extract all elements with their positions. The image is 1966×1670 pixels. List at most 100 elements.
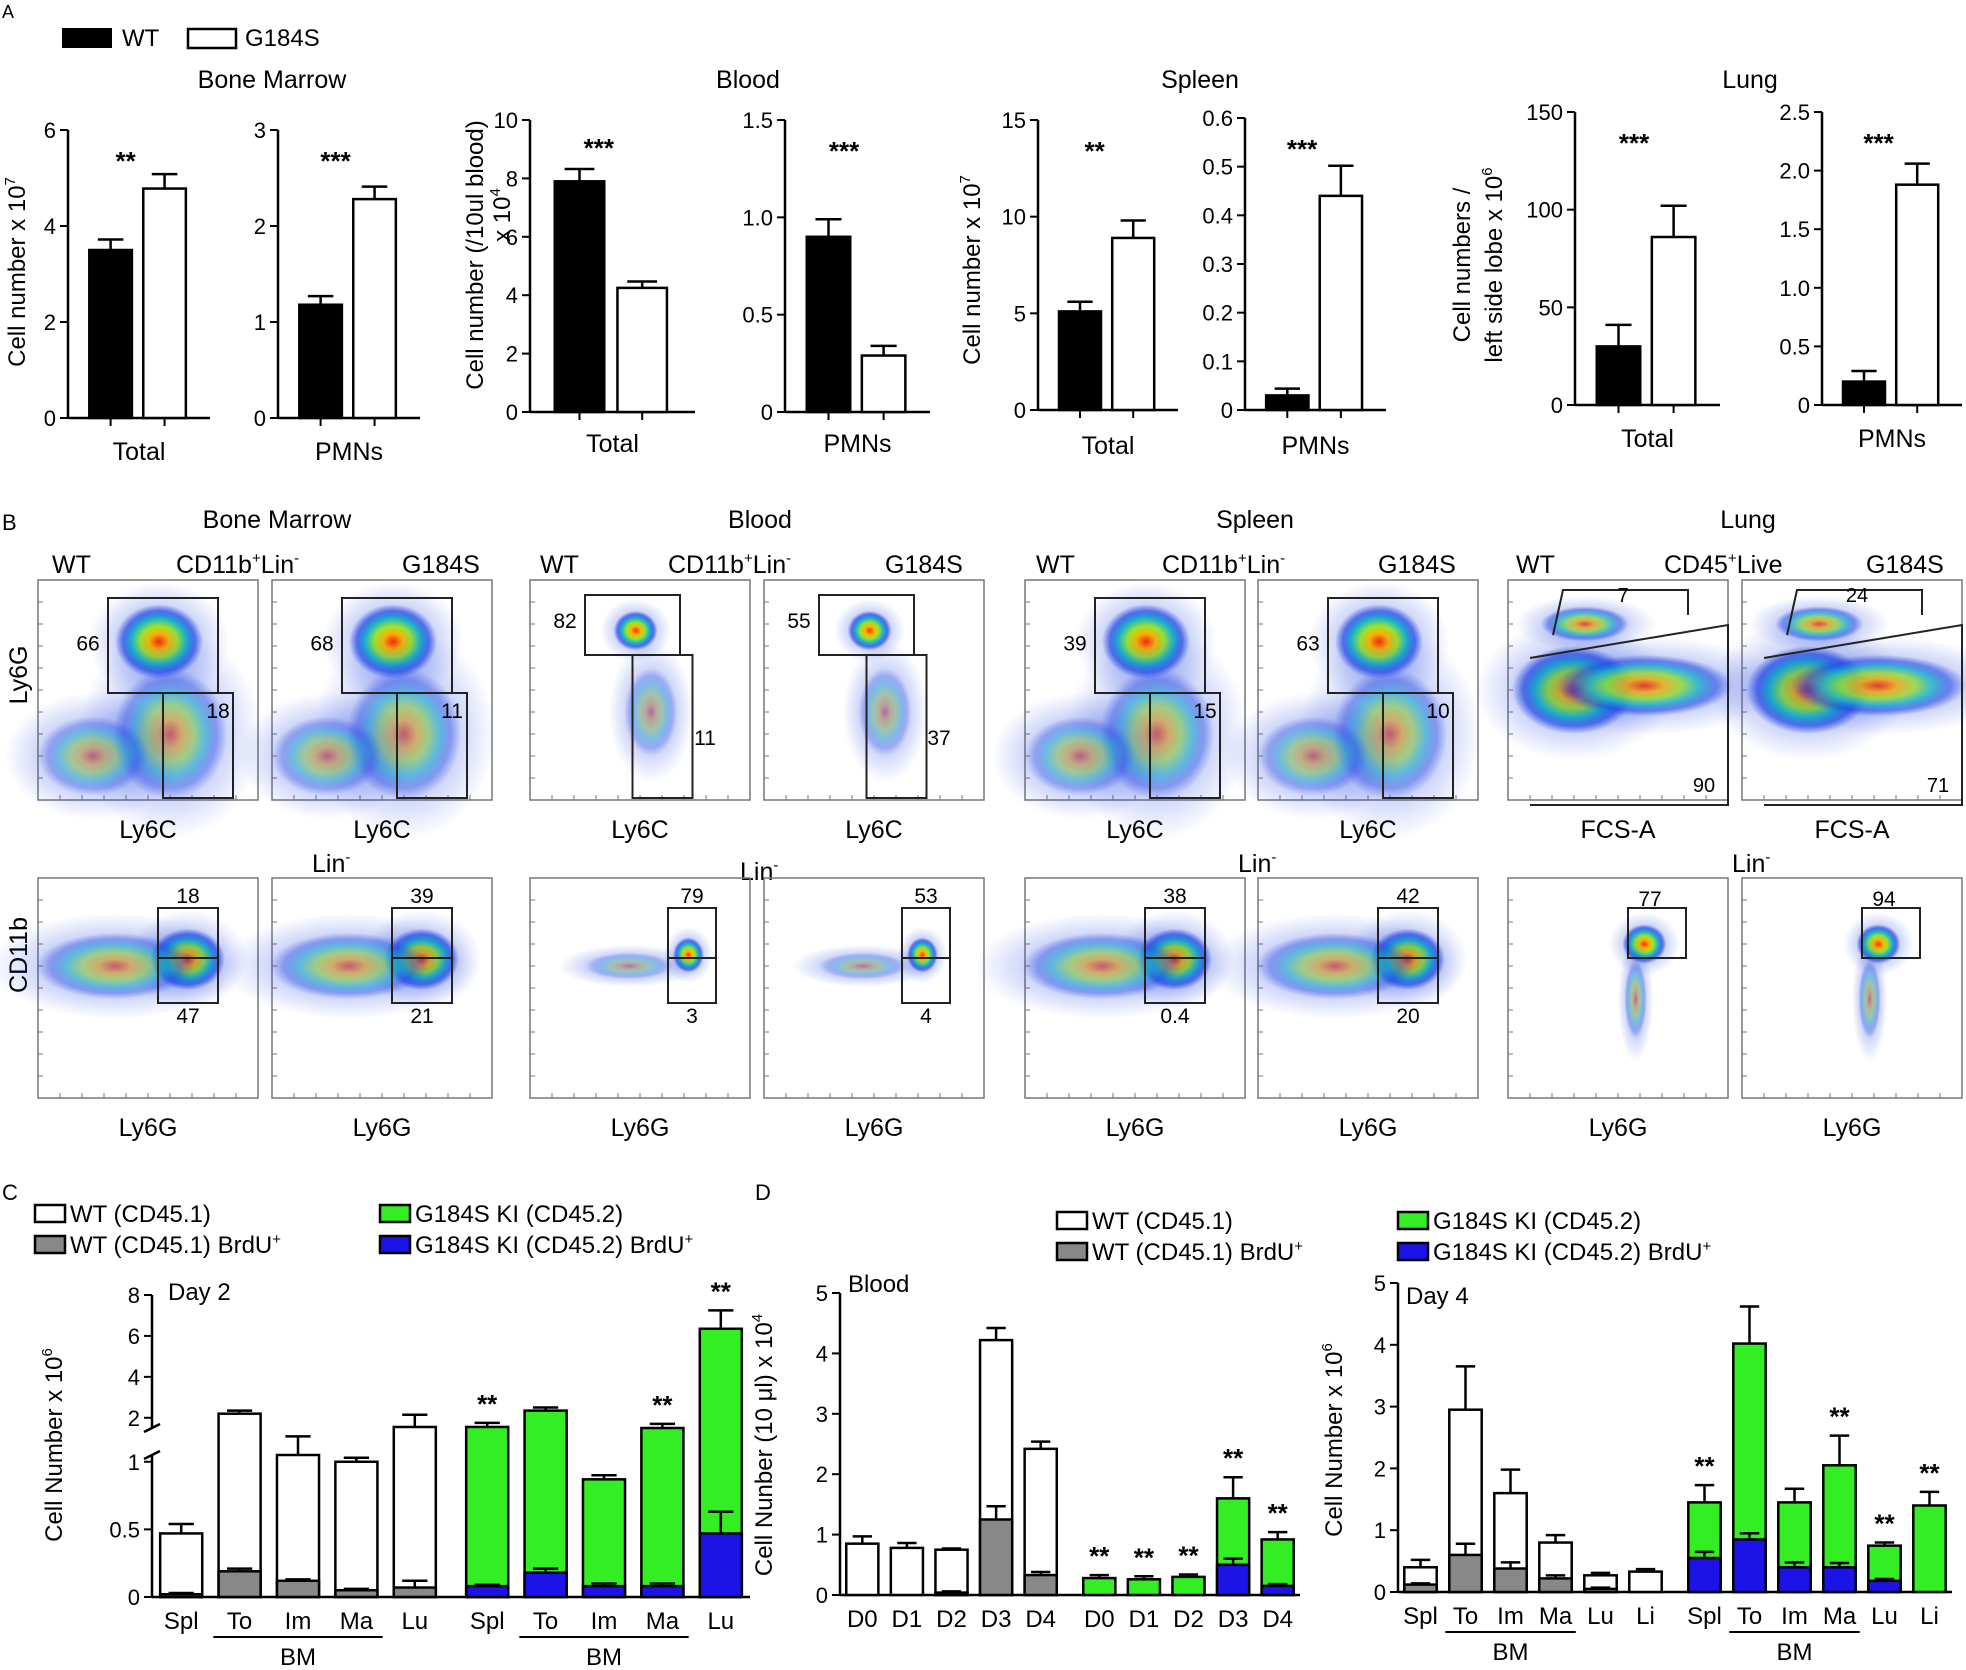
bar-g184s [1650, 235, 1697, 407]
significance-label: *** [1619, 128, 1650, 158]
x-tick-label: D1 [1129, 1606, 1160, 1633]
ylabel-lung-2: left side lobe x 106 [1479, 167, 1508, 362]
x-tick-label: Im [1497, 1603, 1524, 1630]
ylabel-sup: 6 [1319, 1343, 1336, 1351]
ylabel-blood-1: Cell number (/10ul blood) [462, 120, 489, 389]
flow-plot-bottom-blood: 53 4 [763, 877, 985, 1099]
ylabel-text: Cell number x 10 [4, 185, 31, 366]
gate-header-cd11b: CD11b+Lin- [1162, 550, 1285, 579]
x-tick-label: Ma [1823, 1603, 1857, 1630]
y-tick-label: 3 [816, 1402, 828, 1427]
panel-d-blood-chart: 0 1 2 3 4 5 D0 D1 D2 D3 D4 ** D0 ** D1 ** D2 ** D3 ** D4 Bloo… [749, 1271, 1300, 1633]
title-a-blood: Blood [716, 66, 780, 94]
y-tick-label: 0.5 [1779, 334, 1810, 359]
gate-value: 4 [920, 1005, 932, 1028]
flow-plot-top-bm-g184s: 68 11 [239, 579, 496, 840]
event-density [1025, 716, 1135, 796]
y-tick-label: 4 [128, 1365, 140, 1390]
significance-label: ** [1829, 1402, 1850, 1432]
x-tick-label: Ma [1539, 1603, 1573, 1630]
ylabel-sup: 7 [957, 175, 974, 183]
gate-header-bm: WT CD11b+Lin- G184S [52, 550, 480, 579]
x-tick-label: Li [1920, 1603, 1939, 1630]
gate-header-g184s: G184S [1378, 551, 1456, 579]
title-a-lung: Lung [1722, 66, 1778, 94]
significance-label: ** [1874, 1509, 1895, 1539]
flow-xlabel: Ly6G [353, 1114, 412, 1142]
y-tick-label: 0 [506, 400, 518, 425]
y-tick-label: 2 [1374, 1456, 1386, 1481]
gate-header-wt: WT [52, 551, 91, 579]
flow-plot-bottom-spleen: 380.4 [975, 877, 1246, 1099]
x-axis-label: Total [586, 430, 639, 458]
y-tick-label: 15 [1002, 108, 1026, 133]
gate-value: 77 [1638, 888, 1661, 911]
x-tick-label: Lu [707, 1608, 734, 1635]
axis-break [143, 1449, 161, 1461]
ylabel-sup: 6 [1479, 167, 1496, 175]
bar-segment [275, 1579, 321, 1599]
title-a-bm: Bone Marrow [198, 66, 348, 94]
y-tick-label: 150 [1526, 100, 1563, 125]
plot-frame [1507, 877, 1729, 1099]
y-tick-label: 0.1 [1202, 349, 1233, 374]
gate-live [1763, 623, 1963, 806]
y-tick-label: 10 [1002, 205, 1026, 230]
y-tick-label: 2 [128, 1406, 140, 1431]
bar-chart-A-Blood-pmn: 0 0.5 1.0 1.5 *** PMNs [742, 108, 930, 458]
bar-segment [640, 1584, 685, 1599]
y-tick-label: 1 [1374, 1518, 1386, 1543]
y-tick-label: 1 [816, 1523, 828, 1548]
gate-value: 38 [1163, 885, 1186, 908]
bar-wt [298, 303, 344, 420]
ylabel-sup: 4 [487, 188, 504, 196]
legend-c-kibrdu-swatch [378, 1234, 412, 1255]
bar-segment [392, 1425, 438, 1599]
y-tick-label: 0.4 [1202, 203, 1233, 228]
legend-c-ki-label: G184S KI (CD45.2) [415, 1201, 623, 1228]
gate-cd11b-low [157, 957, 219, 1004]
panel-d-day4-chart: 0 1 2 3 4 5 Spl To Im Ma Lu Li ** Spl To Im ** Ma ** Lu ** Li… [1319, 1271, 1952, 1666]
legend-wt-label: WT [122, 25, 160, 52]
title-b-lung: Lung [1720, 506, 1776, 534]
event-density [269, 933, 429, 999]
ylabel-blood-2: x 104 [487, 188, 516, 242]
panel-label-b: B [2, 510, 17, 535]
bar-segment [581, 1478, 627, 1599]
y-tick-label: 0 [816, 1583, 828, 1608]
y-tick-label: 0.6 [1202, 106, 1233, 131]
gate-header-g184s: G184S [885, 551, 963, 579]
ylabel-text: Cell Number x 10 [1321, 1351, 1348, 1536]
legend-d-ki-label: G184S KI (CD45.2) [1433, 1208, 1641, 1235]
y-tick-label: 0.5 [1202, 155, 1233, 180]
bar-wt [1841, 380, 1887, 407]
significance-label: *** [1863, 128, 1894, 158]
significance-label: ** [1223, 1443, 1244, 1473]
ylabel-text: left side lobe x 10 [1481, 176, 1508, 363]
gate-header-cd11b: CD11b+Lin- [668, 550, 791, 579]
flow-xlabel: Ly6C [1339, 816, 1396, 844]
y-tick-label: 0 [1551, 393, 1563, 418]
gate-value: 0.4 [1160, 1005, 1190, 1028]
bar-g184s [1318, 194, 1364, 412]
x-tick-label: Ma [340, 1608, 374, 1635]
legend-d-wt-swatch [1055, 1210, 1089, 1231]
flow-xlabel: Ly6C [1106, 816, 1163, 844]
bar-g184s [860, 354, 907, 414]
bar-segment [1732, 1538, 1767, 1594]
gate-header-lung: WT CD45+Live G184S [1516, 550, 1944, 579]
y-tick-label: 100 [1526, 198, 1563, 223]
bar-segment [934, 1591, 969, 1597]
flow-plot-bottom-lung: 94 [1741, 877, 1963, 1099]
bar-segment [1822, 1566, 1857, 1594]
bar-segment [523, 1409, 568, 1599]
y-tick-label: 0.2 [1202, 301, 1233, 326]
x-tick-label: D4 [1262, 1606, 1293, 1633]
x-tick-label: Spl [470, 1608, 505, 1635]
gate-cd11b-low [901, 957, 951, 1004]
bar-segment [464, 1584, 510, 1599]
bar-segment [1583, 1587, 1618, 1594]
flow-xlabel: Ly6C [611, 816, 668, 844]
flow-plot-bottom-lung: 77 [1507, 877, 1729, 1099]
flow-xlabel: Ly6G [1589, 1114, 1648, 1142]
